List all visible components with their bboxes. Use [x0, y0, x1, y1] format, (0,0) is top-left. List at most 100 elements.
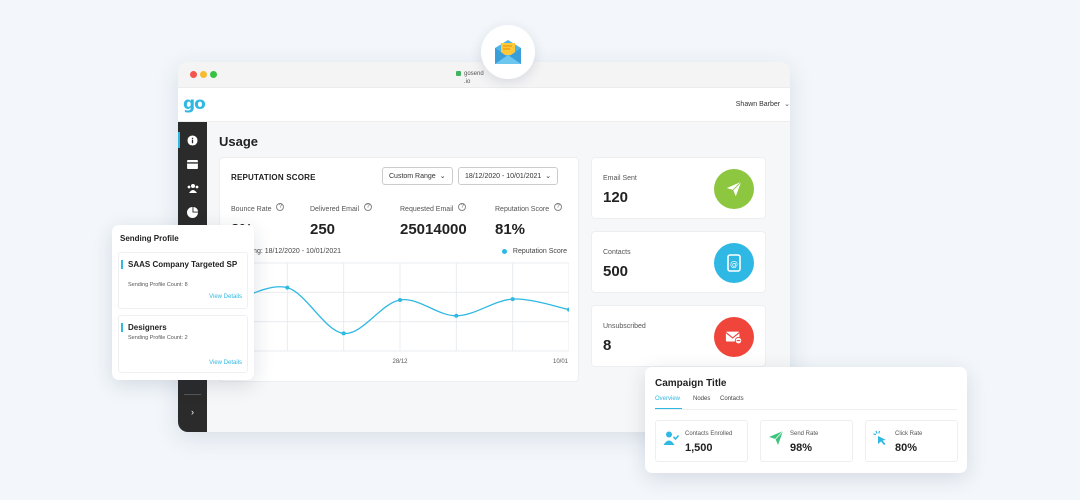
view-details-link[interactable]: View Details — [209, 360, 242, 366]
view-details-link[interactable]: View Details — [209, 294, 242, 300]
help-icon[interactable]: ? — [458, 202, 467, 211]
sidebar-expand-button[interactable]: › — [178, 400, 207, 424]
maximize-window-button[interactable] — [210, 71, 217, 78]
stat-card-contacts: Contacts 500 @ — [591, 231, 766, 293]
campaign-stat-label: Click Rate — [895, 431, 923, 437]
sidebar-item-info[interactable] — [178, 128, 207, 152]
help-icon[interactable]: ? — [364, 202, 373, 211]
url-line2: .io — [464, 79, 471, 85]
metric-delivered-email: Delivered Email? 250 — [310, 198, 373, 238]
campaign-stat-value: 98% — [790, 442, 813, 454]
sending-profile-title: Sending Profile — [120, 234, 179, 243]
close-window-button[interactable] — [190, 71, 197, 78]
metric-requested-email: Requested Email? 25014000 — [400, 198, 467, 238]
address-bar[interactable]: gosend .io — [456, 70, 484, 86]
chevron-down-icon: ⌄ — [784, 101, 790, 108]
reputation-score-card: REPUTATION SCORE Custom Range ⌄ 18/12/202… — [219, 157, 579, 382]
metric-reputation-score: Reputation Score? 81% — [495, 198, 563, 238]
sending-profile-item[interactable]: SAAS Company Targeted SP Sending Profile… — [118, 252, 248, 309]
contacts-book-icon: @ — [714, 243, 754, 283]
metric-value: 250 — [310, 221, 336, 238]
campaign-stat-contacts-enrolled: Contacts Enrolled 1,500 — [655, 420, 748, 462]
cursor-click-icon — [873, 430, 886, 445]
metric-label: Requested Email — [400, 206, 454, 213]
metric-label: Bounce Rate — [231, 206, 272, 213]
page-title: Usage — [219, 134, 259, 149]
active-tab-indicator — [655, 408, 682, 409]
profile-count: Sending Profile Count: 2 — [128, 335, 188, 341]
viewing-range-text: y Viewing: 18/12/2020 - 10/01/2021 — [231, 248, 342, 255]
campaign-stat-click-rate: Click Rate 80% — [865, 420, 958, 462]
tab-contacts[interactable]: Contacts — [720, 396, 744, 402]
campaign-stat-value: 1,500 — [685, 442, 713, 454]
campaign-stat-send-rate: Send Rate 98% — [760, 420, 853, 462]
data-point[interactable] — [285, 285, 290, 290]
help-icon[interactable]: ? — [276, 202, 285, 211]
browser-titlebar: gosend .io — [178, 62, 790, 88]
x-tick-label: 10/01 — [553, 359, 569, 365]
envelope-icon — [495, 40, 521, 64]
campaign-stat-label: Contacts Enrolled — [685, 431, 733, 437]
tab-nodes[interactable]: Nodes — [693, 396, 711, 402]
profile-name: SAAS Company Targeted SP — [128, 260, 238, 269]
x-tick-label: 28/12 — [392, 359, 408, 365]
url-line1: gosend — [464, 71, 484, 77]
sidebar-item-billing[interactable] — [178, 152, 207, 176]
date-range-select[interactable]: 18/12/2020 - 10/01/2021 ⌄ — [458, 167, 559, 185]
data-point[interactable] — [341, 331, 346, 336]
legend-dot — [501, 248, 507, 254]
metric-label: Reputation Score — [495, 206, 550, 213]
app-mail-logo — [481, 25, 535, 79]
chart-legend: Reputation Score — [501, 248, 567, 255]
metric-value: 25014000 — [400, 221, 467, 238]
pie-chart-icon — [187, 206, 198, 218]
lock-icon — [456, 70, 461, 76]
profile-name: Designers — [128, 323, 167, 332]
accent-bar — [121, 323, 123, 332]
data-point[interactable] — [510, 297, 515, 302]
date-range-value: 18/12/2020 - 10/01/2021 — [465, 173, 542, 180]
mail-remove-icon — [714, 317, 754, 357]
stat-label: Email Sent — [603, 175, 637, 182]
range-select[interactable]: Custom Range ⌄ — [382, 167, 453, 185]
sidebar-item-contacts[interactable] — [178, 176, 207, 200]
legend-label: Reputation Score — [512, 248, 567, 255]
minimize-window-button[interactable] — [200, 71, 207, 78]
campaign-title: Campaign Title — [655, 378, 727, 389]
paper-plane-icon — [714, 169, 754, 209]
metric-value: 81% — [495, 221, 526, 238]
campaign-stat-value: 80% — [895, 442, 918, 454]
campaign-card: Campaign Title Overview Nodes Contacts C… — [645, 367, 967, 473]
app-header: go Shawn Barber ⌄ — [178, 88, 790, 122]
metric-label: Delivered Email — [310, 206, 360, 213]
chevron-down-icon: ⌄ — [545, 173, 552, 180]
help-icon[interactable]: ? — [554, 202, 563, 211]
app-logo[interactable]: go — [183, 94, 206, 114]
campaign-stat-label: Send Rate — [790, 431, 819, 437]
stat-value: 120 — [603, 189, 629, 206]
info-icon — [187, 134, 198, 146]
data-point[interactable] — [398, 297, 402, 302]
sidebar-divider — [184, 394, 201, 395]
range-select-value: Custom Range — [389, 173, 436, 180]
stat-card-email-sent: Email Sent 120 — [591, 157, 766, 219]
profile-count: Sending Profile Count: 8 — [128, 282, 188, 288]
reputation-title: REPUTATION SCORE — [231, 173, 316, 182]
sending-profile-item[interactable]: Designers Sending Profile Count: 2 View … — [118, 315, 248, 373]
user-menu[interactable]: Shawn Barber ⌄ — [736, 100, 790, 108]
sidebar-item-reports[interactable] — [178, 200, 207, 224]
accent-bar — [121, 260, 123, 269]
data-point[interactable] — [454, 313, 459, 318]
data-point[interactable] — [567, 307, 569, 312]
stat-label: Contacts — [603, 249, 631, 256]
app-window: gosend .io go Shawn Barber ⌄ › Usage REPU… — [178, 62, 790, 432]
user-name: Shawn Barber — [735, 101, 781, 108]
stat-card-unsubscribed: Unsubscribed 8 — [591, 305, 766, 367]
user-check-icon — [663, 431, 679, 445]
tab-overview[interactable]: Overview — [655, 396, 681, 402]
chevron-down-icon: ⌄ — [439, 173, 446, 180]
sending-profile-card: Sending Profile SAAS Company Targeted SP… — [112, 225, 254, 380]
tabs-divider — [655, 409, 957, 410]
chevron-right-icon: › — [191, 407, 194, 417]
